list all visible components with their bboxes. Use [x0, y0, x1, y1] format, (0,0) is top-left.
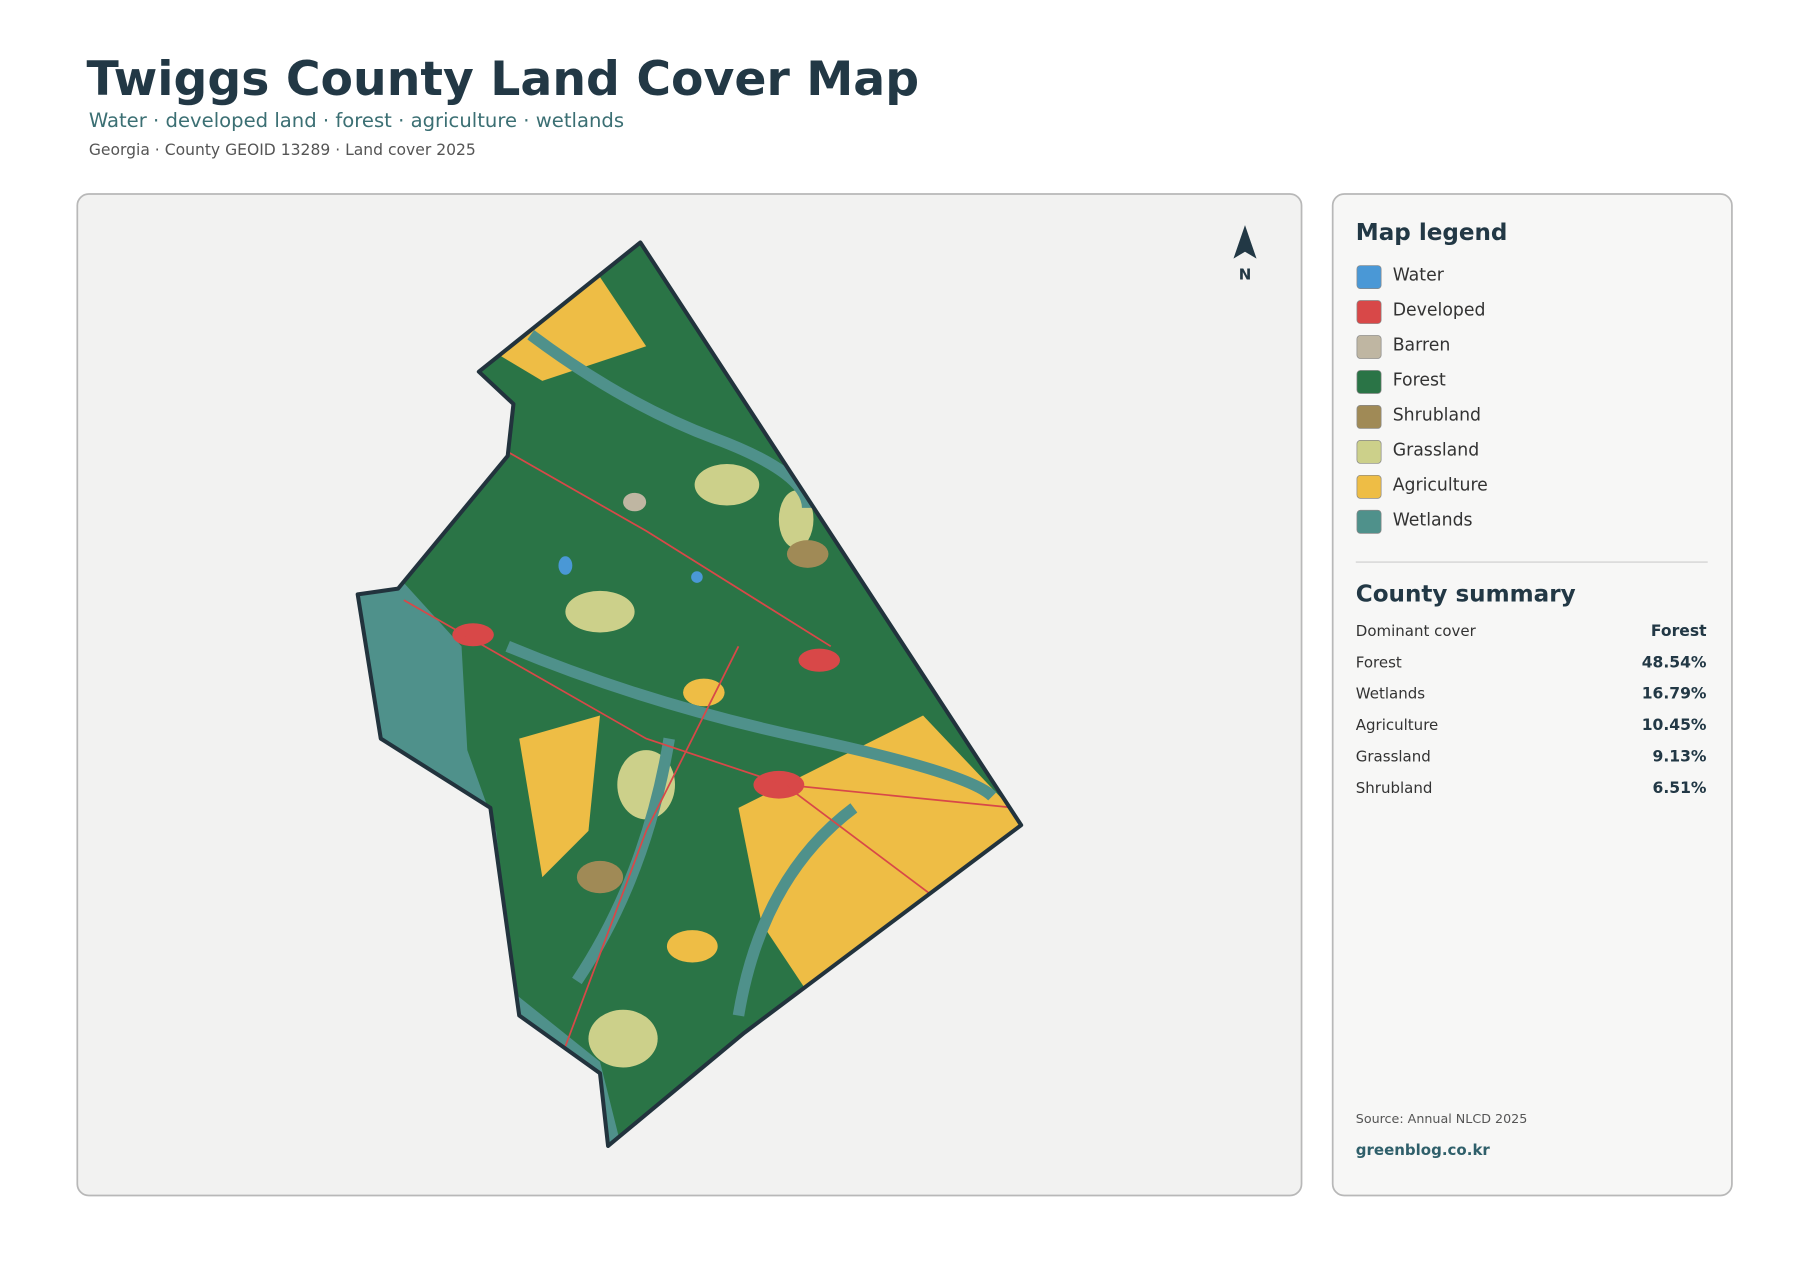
north-label: N: [1239, 265, 1252, 283]
county-boundary: [355, 240, 1024, 1148]
summary-label: Agriculture: [1356, 716, 1439, 734]
summary-label: Shrubland: [1356, 779, 1433, 797]
site: greenblog.co.kr: [1356, 1141, 1491, 1159]
summary-label: Grassland: [1356, 747, 1431, 765]
legend-swatch: [1356, 509, 1382, 534]
legend-label: Wetlands: [1393, 510, 1473, 530]
legend-swatch: [1356, 265, 1382, 289]
legend-items: Water Developed Barren Forest Shrubland Grass…: [1356, 265, 1488, 534]
water-patch: [691, 571, 703, 583]
legend-title: Map legend: [1356, 220, 1508, 246]
subtitle: Water · developed land · forest · agricu…: [89, 109, 624, 132]
legend-label: Barren: [1393, 335, 1451, 355]
agriculture-patch: [666, 930, 718, 963]
summary-value: 16.79%: [1642, 685, 1707, 703]
agriculture-area: [484, 277, 647, 381]
summary-title: County summary: [1356, 581, 1576, 607]
barren-patch: [623, 492, 647, 512]
legend-label: Shrubland: [1393, 405, 1481, 425]
legend-panel: [1331, 193, 1733, 1197]
roads: [403, 437, 1016, 1109]
legend-label: Developed: [1393, 301, 1486, 321]
water-patch: [558, 556, 573, 575]
summary-value: 10.45%: [1642, 716, 1707, 734]
legend-label: Grassland: [1393, 440, 1480, 460]
north-arrow: [1233, 225, 1257, 259]
summary-value: 48.54%: [1642, 653, 1707, 671]
source: Source: Annual NLCD 2025: [1356, 1111, 1528, 1126]
summary-label: Forest: [1356, 653, 1402, 671]
legend-swatch: [1356, 300, 1382, 324]
summary-rows: Dominant cover Forest Forest 48.54% Wetlands…: [1356, 622, 1707, 797]
grassland-patch: [565, 590, 635, 633]
legend-label: Agriculture: [1393, 475, 1488, 495]
grassland-patch: [588, 1009, 658, 1068]
shrub-patch: [576, 860, 624, 894]
summary-value: Forest: [1651, 622, 1707, 640]
legend-swatch: [1356, 474, 1382, 499]
developed-patch: [452, 623, 494, 647]
summary-label: Wetlands: [1356, 685, 1425, 703]
legend-swatch: [1356, 370, 1382, 394]
legend-swatch: [1356, 439, 1382, 464]
legend-swatch: [1356, 405, 1382, 429]
developed-patch: [798, 648, 840, 672]
meta: Georgia · County GEOID 13289 · Land cove…: [89, 141, 476, 159]
legend-label: Forest: [1393, 370, 1446, 390]
legend-swatch: [1356, 335, 1382, 359]
legend-label: Water: [1393, 266, 1445, 286]
summary-value: 9.13%: [1653, 747, 1707, 765]
grassland-patch: [694, 464, 760, 506]
agriculture-area: [519, 715, 600, 878]
title: Twiggs County Land Cover Map: [87, 52, 920, 107]
summary-value: 6.51%: [1653, 779, 1707, 797]
agriculture-patch: [683, 678, 725, 707]
summary-label: Dominant cover: [1356, 622, 1477, 640]
shrub-patch: [786, 540, 829, 568]
agriculture-area: [738, 715, 1022, 993]
